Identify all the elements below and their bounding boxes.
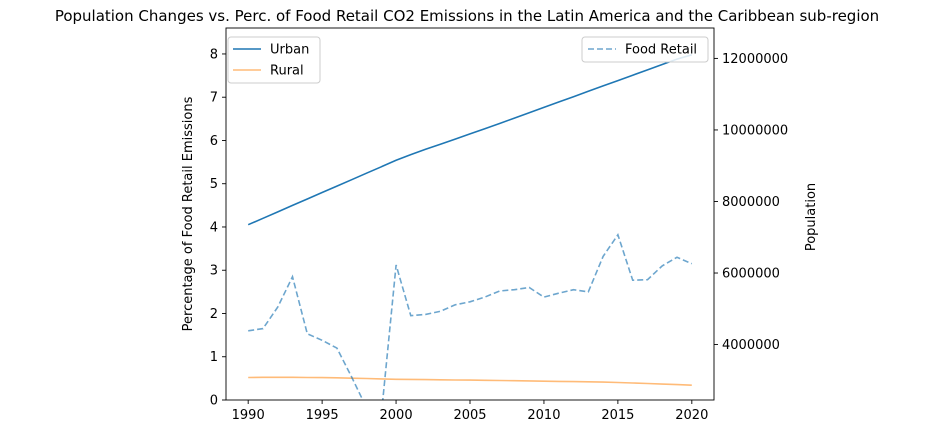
y-tick-label: 6: [210, 134, 218, 149]
y-tick-label: 8: [210, 47, 218, 62]
y-tick-label: 7: [210, 91, 218, 106]
x-tick-label: 2010: [527, 408, 560, 423]
y2-tick-label: 4000000: [722, 338, 780, 353]
y2-tick-label: 6000000: [722, 267, 780, 282]
y-axis-right: 4000000 6000000 8000000 10000000 12000000: [714, 52, 788, 353]
legend-label: Food Retail: [625, 43, 697, 58]
y2-tick-label: 10000000: [722, 123, 788, 138]
x-axis: 1990 1995 2000 2005 2010 2015 2020: [232, 400, 708, 423]
y2-tick-label: 12000000: [722, 52, 788, 67]
x-tick-label: 2000: [380, 408, 413, 423]
y-axis-label: Percentage of Food Retail Emissions: [181, 96, 196, 331]
y-tick-label: 2: [210, 307, 218, 322]
y-tick-label: 0: [210, 394, 218, 409]
x-tick-label: 2005: [453, 408, 486, 423]
x-tick-label: 2020: [675, 408, 708, 423]
y-tick-label: 5: [210, 177, 218, 192]
series-line-urban: [247, 54, 693, 226]
series-layer: [247, 54, 693, 400]
y-axis-left: 0 1 2 3 4 5 6 7 8: [210, 47, 226, 409]
legend-left: Urban Rural: [227, 36, 321, 84]
x-tick-label: 1990: [232, 408, 265, 423]
x-tick-label: 1995: [306, 408, 339, 423]
x-tick-label: 2015: [601, 408, 634, 423]
chart-title: Population Changes vs. Perc. of Food Ret…: [55, 7, 879, 25]
series-line-rural: [248, 376, 692, 386]
y-tick-label: 3: [210, 264, 218, 279]
y2-tick-label: 8000000: [722, 195, 780, 210]
y2-axis-label: Population: [804, 183, 819, 251]
legend-label: Rural: [270, 64, 304, 79]
plot-background: [226, 28, 714, 400]
y-tick-label: 1: [210, 350, 218, 365]
legend-label: Urban: [270, 43, 309, 58]
legend-right: Food Retail: [581, 36, 709, 63]
series-line-food-retail: [248, 233, 693, 400]
y-tick-label: 4: [210, 220, 218, 235]
